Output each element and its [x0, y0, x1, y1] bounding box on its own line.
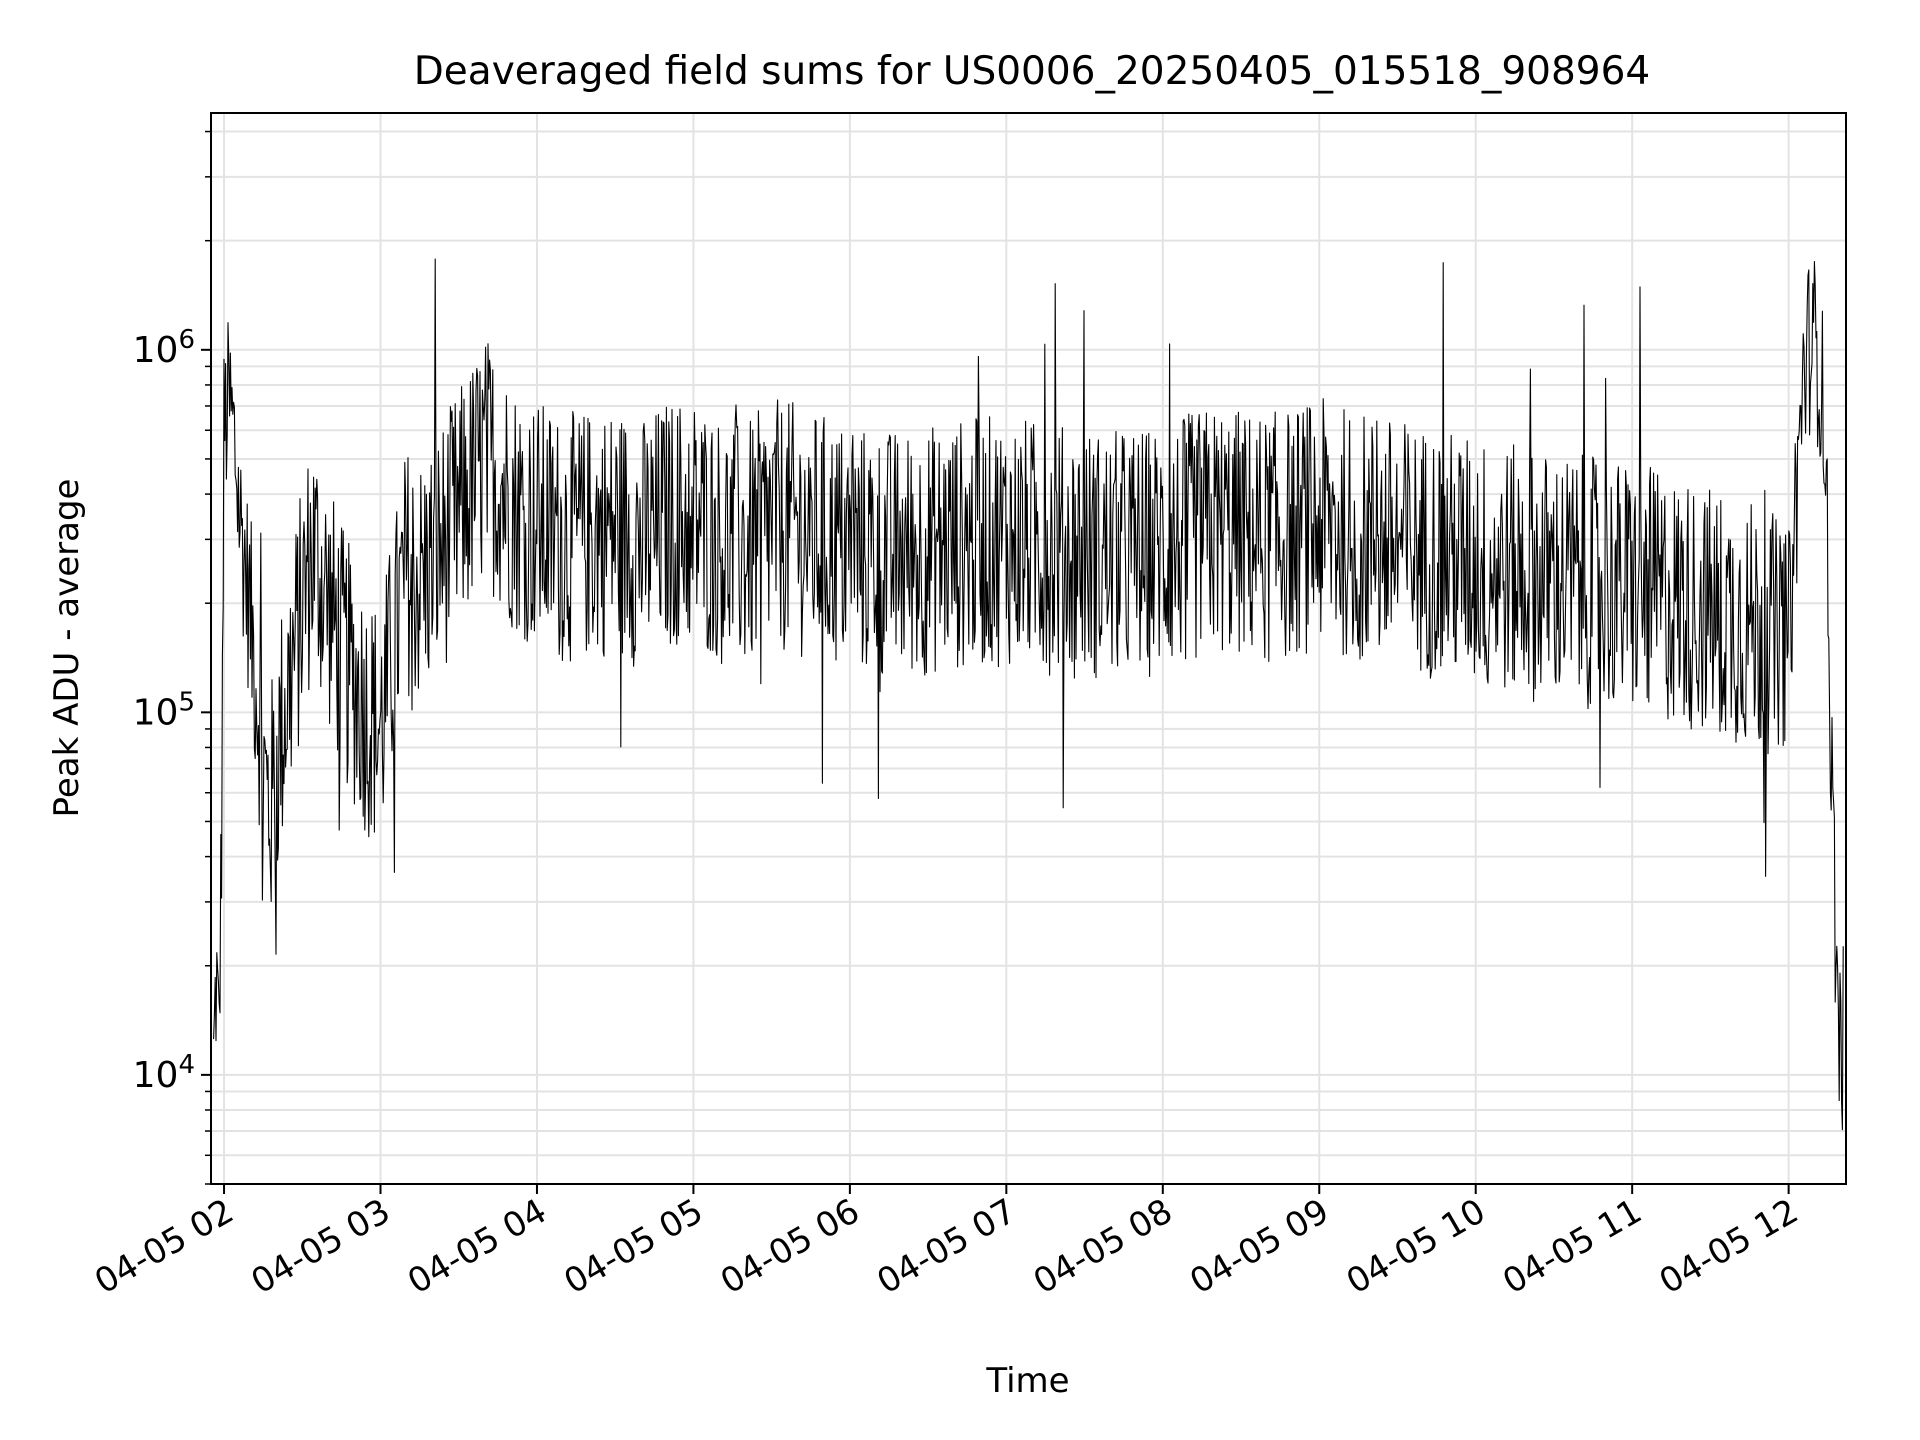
y-axis: 104 105 106	[133, 130, 211, 1185]
series-line	[213, 258, 1844, 1131]
chart-title: Deaveraged field sums for US0006_2025040…	[414, 49, 1650, 94]
y-tick-label: 105	[133, 687, 195, 733]
x-axis-label: Time	[985, 1361, 1069, 1401]
grid	[211, 113, 1846, 1185]
y-axis-label: Peak ADU - average	[47, 479, 87, 818]
y-tick-label: 106	[133, 325, 195, 371]
line-series	[213, 258, 1844, 1131]
y-tick-label: 104	[133, 1050, 195, 1096]
plot-frame	[210, 112, 1847, 1185]
